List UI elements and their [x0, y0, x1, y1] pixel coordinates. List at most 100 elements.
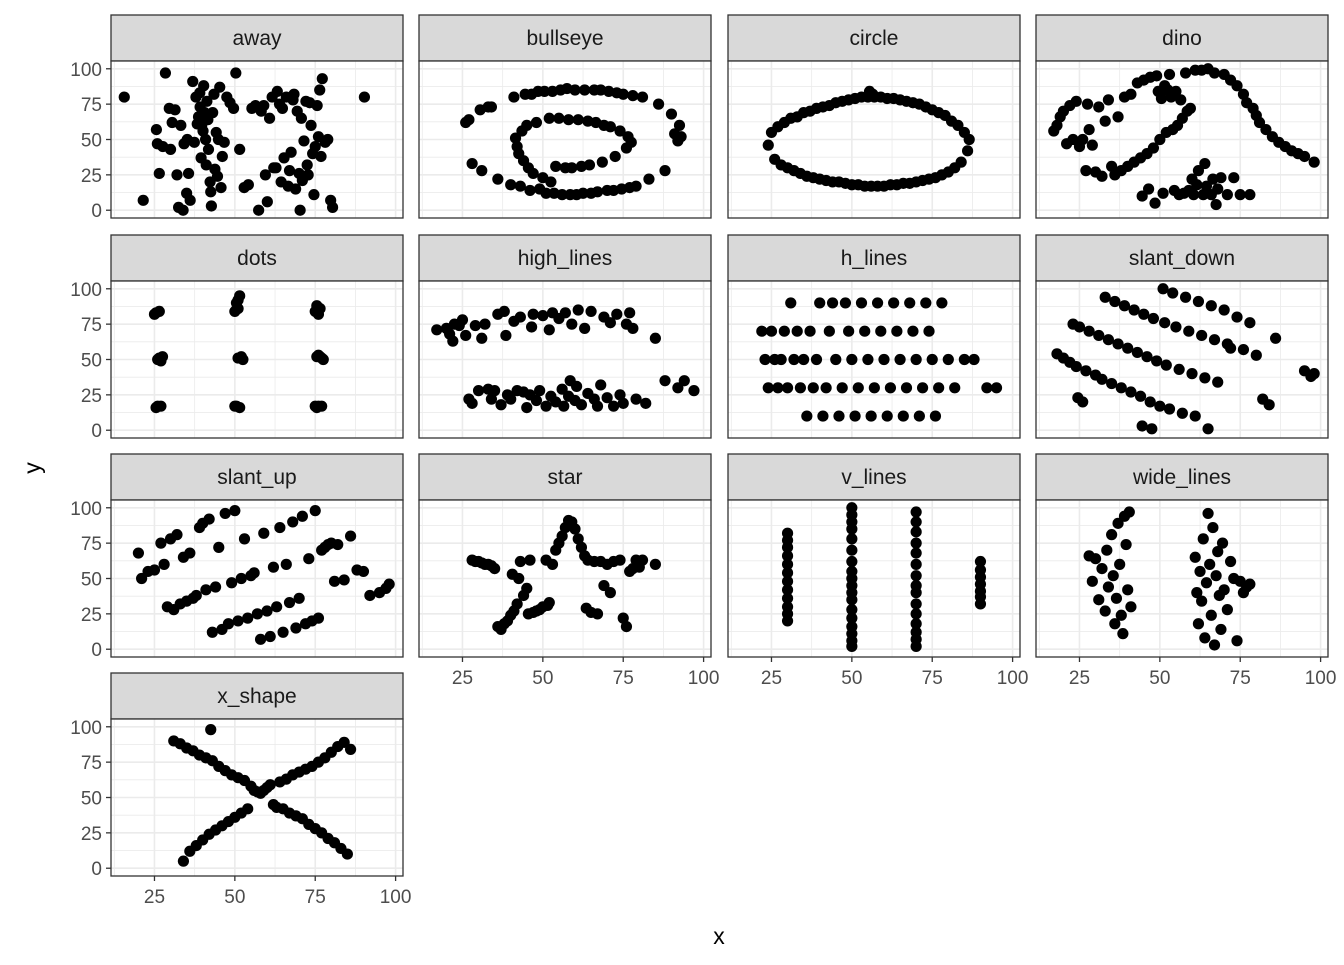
data-point — [907, 325, 919, 337]
data-point — [1106, 377, 1118, 390]
data-point — [1191, 179, 1203, 191]
data-point — [534, 385, 546, 397]
y-tick-label: 50 — [81, 570, 102, 591]
data-point — [942, 353, 954, 366]
data-point — [794, 382, 807, 394]
data-point — [1228, 172, 1240, 184]
data-point — [643, 173, 655, 185]
x-tick-label: 50 — [841, 668, 862, 689]
data-point — [274, 521, 286, 534]
data-point — [216, 150, 228, 163]
data-point — [781, 541, 794, 553]
data-point — [1298, 150, 1311, 163]
data-point — [1163, 68, 1176, 81]
data-point — [153, 167, 165, 180]
x-tick-label: 50 — [1149, 668, 1170, 689]
data-point — [513, 572, 525, 585]
data-point — [1109, 618, 1121, 630]
data-point — [688, 385, 700, 397]
data-point — [230, 67, 242, 79]
facet-strip-label: circle — [849, 27, 898, 50]
facet-strip-label: v_lines — [841, 466, 906, 489]
data-point — [1224, 342, 1237, 354]
data-point — [1151, 355, 1163, 367]
facet-strip — [727, 14, 1021, 62]
data-point — [910, 587, 922, 599]
y-tick-label: 0 — [91, 421, 102, 442]
facet-panel-v_lines: v_lines 25 50 75 100 — [727, 453, 1028, 689]
data-point — [514, 311, 526, 323]
y-tick-label: 50 — [81, 351, 102, 372]
y-tick-label: 75 — [81, 95, 102, 116]
data-point — [1081, 98, 1094, 110]
data-point — [280, 558, 292, 570]
data-point — [293, 592, 305, 604]
facet-panel-circle: circle — [727, 14, 1021, 219]
data-point — [1157, 187, 1169, 199]
data-point — [232, 615, 244, 627]
data-point — [215, 181, 227, 194]
data-point — [1208, 639, 1221, 651]
data-point — [1160, 359, 1172, 371]
data-point — [199, 133, 212, 146]
y-tick-label: 75 — [81, 753, 102, 774]
data-point — [546, 558, 559, 570]
data-point — [1244, 317, 1256, 329]
data-point — [1170, 85, 1182, 98]
data-point — [469, 319, 481, 332]
data-point — [153, 305, 165, 318]
data-point — [614, 125, 626, 137]
data-point — [1163, 403, 1176, 415]
data-point — [598, 579, 610, 592]
data-point — [344, 530, 357, 542]
data-point — [672, 382, 684, 394]
data-point — [968, 353, 980, 366]
facet-strip-label: dots — [237, 247, 277, 270]
data-point — [1183, 325, 1195, 337]
data-point — [810, 353, 823, 366]
data-point — [949, 382, 961, 394]
data-point — [1199, 157, 1211, 170]
data-point — [543, 596, 555, 609]
data-point — [184, 547, 196, 559]
data-point — [311, 99, 323, 112]
data-point — [1197, 533, 1209, 545]
data-point — [926, 353, 938, 366]
data-point — [166, 116, 178, 129]
data-point — [148, 564, 161, 576]
facet-panel-slant_up: slant_up 0 25 50 75 100 — [70, 453, 404, 661]
data-point — [242, 179, 254, 191]
data-point — [322, 133, 334, 146]
data-point — [852, 382, 864, 394]
data-point — [846, 523, 858, 535]
data-point — [1083, 325, 1095, 337]
data-point — [1212, 546, 1224, 558]
facet-strip — [418, 14, 712, 62]
data-point — [251, 608, 263, 620]
data-point — [285, 146, 297, 158]
data-point — [630, 393, 642, 405]
data-point — [1191, 587, 1203, 599]
data-point — [492, 173, 504, 185]
data-point — [155, 537, 167, 549]
data-point — [308, 189, 320, 201]
data-point — [537, 310, 549, 322]
data-point — [1192, 165, 1205, 177]
y-axis-title: y — [19, 462, 45, 474]
data-point — [974, 555, 987, 568]
data-point — [781, 575, 794, 587]
data-point — [862, 353, 874, 366]
data-point — [314, 302, 326, 315]
data-point — [1155, 92, 1168, 105]
data-point — [1194, 565, 1206, 578]
data-point — [283, 165, 296, 177]
data-point — [1102, 94, 1115, 106]
data-point — [611, 308, 623, 320]
data-point — [1199, 372, 1211, 384]
data-point — [1112, 517, 1124, 529]
data-point — [562, 114, 575, 126]
data-point — [294, 204, 306, 216]
data-point — [910, 547, 922, 559]
data-point — [447, 335, 459, 347]
data-point — [261, 196, 273, 208]
